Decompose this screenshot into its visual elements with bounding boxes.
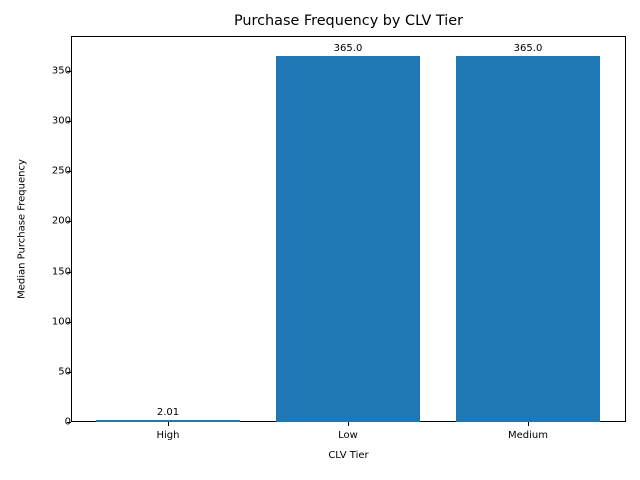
y-tick-label: 0 [64, 416, 71, 428]
y-tick-mark [67, 221, 71, 223]
y-tick-mark [67, 422, 71, 423]
y-tick-label: 300 [51, 115, 71, 127]
y-tick-mark [67, 271, 71, 273]
y-tick-label: 200 [51, 215, 71, 227]
bar-value-label: 365.0 [333, 43, 363, 55]
y-tick-label: 150 [51, 266, 71, 278]
chart-title: Purchase Frequency by CLV Tier [233, 13, 464, 29]
x-tick-mark [168, 422, 169, 426]
y-tick-mark [67, 171, 71, 173]
bar-medium [456, 56, 600, 422]
bar-high [96, 419, 240, 422]
x-tick-label: Low [338, 430, 358, 441]
y-axis-label: Median Purchase Frequency [16, 159, 28, 299]
y-tick-mark [67, 71, 71, 73]
y-tick-label: 50 [58, 366, 71, 378]
bar-value-label: 365.0 [513, 43, 543, 55]
y-tick-label: 250 [51, 165, 71, 177]
y-tick-label: 100 [51, 316, 71, 328]
y-tick-mark [67, 371, 71, 373]
y-tick-label: 350 [51, 65, 71, 77]
bar-low [276, 56, 420, 422]
x-tick-mark [528, 422, 529, 426]
x-tick-mark [348, 422, 349, 426]
bar-value-label: 2.01 [156, 406, 180, 418]
y-tick-mark [67, 121, 71, 123]
y-tick-mark [67, 321, 71, 323]
x-tick-label: High [156, 430, 180, 441]
x-axis-label: CLV Tier [328, 450, 369, 461]
x-tick-label: Medium [508, 430, 548, 441]
